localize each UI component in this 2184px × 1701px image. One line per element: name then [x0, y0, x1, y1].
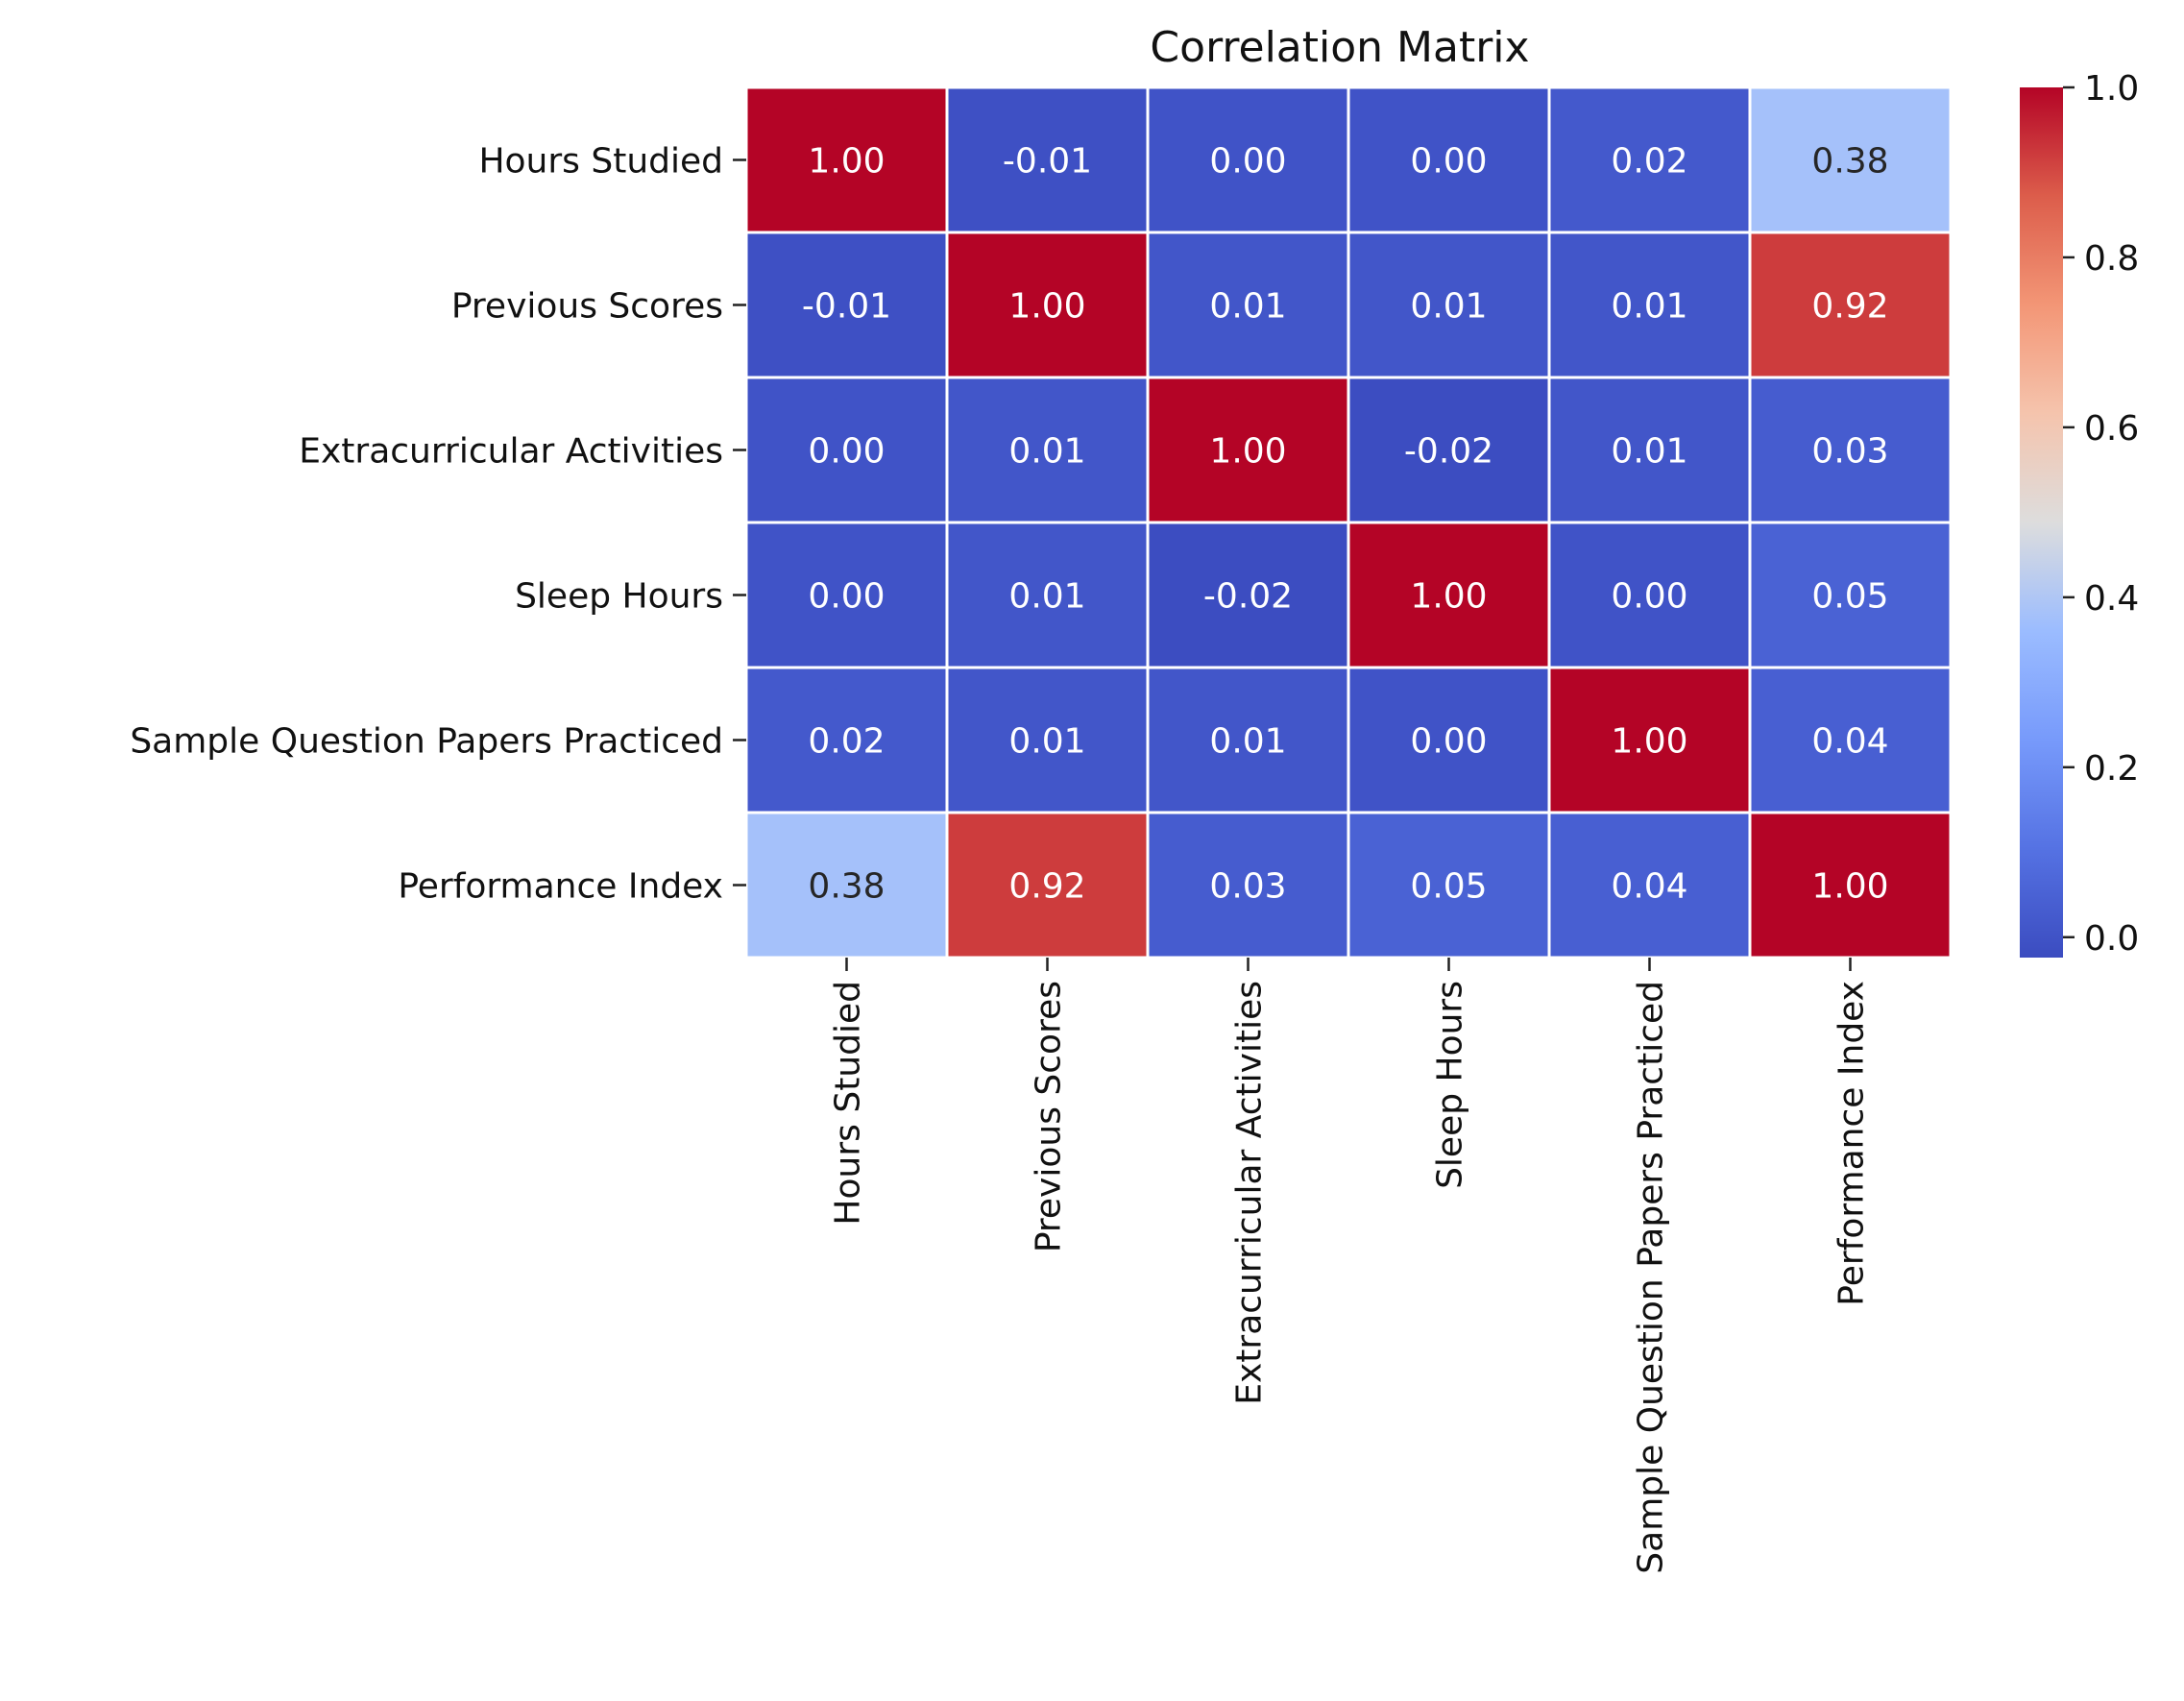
cell-value-label: 1.00 [1410, 577, 1487, 617]
colorbar-tick-label: 0.2 [2084, 749, 2139, 789]
heatmap-cell [945, 376, 1150, 524]
chart-title: Correlation Matrix [1150, 23, 1529, 72]
cell-value-label: 0.01 [1008, 577, 1085, 617]
heatmap-cell [1748, 521, 1953, 669]
heatmap-cell [1146, 521, 1350, 669]
heatmap-cell [744, 811, 949, 960]
cell-value-label: 0.04 [1811, 722, 1888, 762]
cell-value-label: 0.38 [1811, 142, 1888, 182]
x-tick-label: Hours Studied [829, 981, 868, 1226]
heatmap-cell [744, 85, 949, 234]
heatmap-cell [1748, 231, 1953, 379]
heatmap-cell [1748, 376, 1953, 524]
cell-value-label: 0.38 [808, 867, 885, 907]
cell-value-label: -0.01 [1003, 142, 1092, 182]
colorbar-tick-label: 1.0 [2084, 69, 2139, 109]
y-tick-label: Extracurricular Activities [299, 432, 723, 472]
x-tick-label: Extracurricular Activities [1230, 981, 1270, 1405]
heatmap-cell [744, 666, 949, 814]
cell-value-label: 0.01 [1008, 432, 1085, 472]
heatmap-cell [1547, 521, 1752, 669]
cell-value-label: 0.00 [808, 432, 885, 472]
cell-value-label: 0.04 [1611, 867, 1687, 907]
y-tick-label: Performance Index [398, 867, 723, 907]
heatmap-cell [1347, 666, 1551, 814]
colorbar-tick-label: 0.0 [2084, 919, 2139, 959]
cell-value-label: -0.02 [1404, 432, 1493, 472]
heatmap-cell [1146, 85, 1350, 234]
column-labels: Hours Studied Previous Scores Extracurricu… [829, 958, 1872, 1574]
cell-value-label: 0.00 [1410, 722, 1487, 762]
cell-value-label: 0.01 [1008, 722, 1085, 762]
cell-value-label: -0.01 [802, 287, 891, 327]
cell-value-label: 0.01 [1410, 287, 1487, 327]
heatmap-cells: 1.00 -0.01 0.00 0.00 0.02 0.38 -0.01 1.00 0.01 0.… [744, 85, 1953, 960]
colorbar-tick-label: 0.6 [2084, 409, 2139, 449]
x-tick-label: Performance Index [1832, 981, 1872, 1306]
colorbar-gradient [2020, 87, 2063, 958]
colorbar-tick-label: 0.4 [2084, 579, 2139, 619]
heatmap-cell [1347, 376, 1551, 524]
cell-value-label: 0.05 [1811, 577, 1888, 617]
y-tick-label: Hours Studied [478, 142, 723, 182]
heatmap-cell [1748, 85, 1953, 234]
cell-value-label: 0.92 [1811, 287, 1888, 327]
cell-value-label: 0.03 [1811, 432, 1888, 472]
heatmap-cell [1347, 231, 1551, 379]
cell-value-label: 0.01 [1611, 432, 1687, 472]
heatmap-cell [1547, 376, 1752, 524]
heatmap-cell [945, 85, 1150, 234]
cell-value-label: 1.00 [808, 142, 885, 182]
heatmap-cell [1547, 666, 1752, 814]
cell-value-label: 0.05 [1410, 867, 1487, 907]
x-tick-label: Sample Question Papers Practiced [1632, 981, 1671, 1574]
cell-value-label: 1.00 [1008, 287, 1085, 327]
x-tick-label: Previous Scores [1030, 981, 1069, 1252]
cell-value-label: 0.00 [1209, 142, 1286, 182]
heatmap-cell [945, 521, 1150, 669]
heatmap-cell [945, 231, 1150, 379]
row-labels: Hours Studied Previous Scores Extracurricu… [130, 142, 746, 907]
cell-value-label: 1.00 [1811, 867, 1888, 907]
cell-value-label: 0.00 [1611, 577, 1687, 617]
cell-value-label: 0.02 [808, 722, 885, 762]
cell-value-label: 0.92 [1008, 867, 1085, 907]
heatmap-cell [1146, 666, 1350, 814]
heatmap-cell [1748, 811, 1953, 960]
heatmap-cell [1347, 521, 1551, 669]
heatmap-cell [1748, 666, 1953, 814]
y-tick-label: Previous Scores [451, 287, 723, 327]
cell-value-label: 0.00 [1410, 142, 1487, 182]
heatmap-cell [744, 521, 949, 669]
cell-value-label: 0.01 [1611, 287, 1687, 327]
cell-value-label: 0.00 [808, 577, 885, 617]
cell-value-label: 0.02 [1611, 142, 1687, 182]
colorbar-tick-label: 0.8 [2084, 239, 2139, 279]
cell-value-label: 0.01 [1209, 722, 1286, 762]
cell-value-label: 0.01 [1209, 287, 1286, 327]
y-tick-label: Sleep Hours [515, 577, 723, 617]
cell-value-label: 1.00 [1611, 722, 1687, 762]
cell-value-label: -0.02 [1203, 577, 1293, 617]
colorbar: 0.0 0.2 0.4 0.6 0.8 1.0 [2020, 69, 2139, 959]
cell-value-label: 1.00 [1209, 432, 1286, 472]
y-tick-label: Sample Question Papers Practiced [130, 722, 723, 762]
x-tick-label: Sleep Hours [1431, 981, 1470, 1189]
cell-value-label: 0.03 [1209, 867, 1286, 907]
